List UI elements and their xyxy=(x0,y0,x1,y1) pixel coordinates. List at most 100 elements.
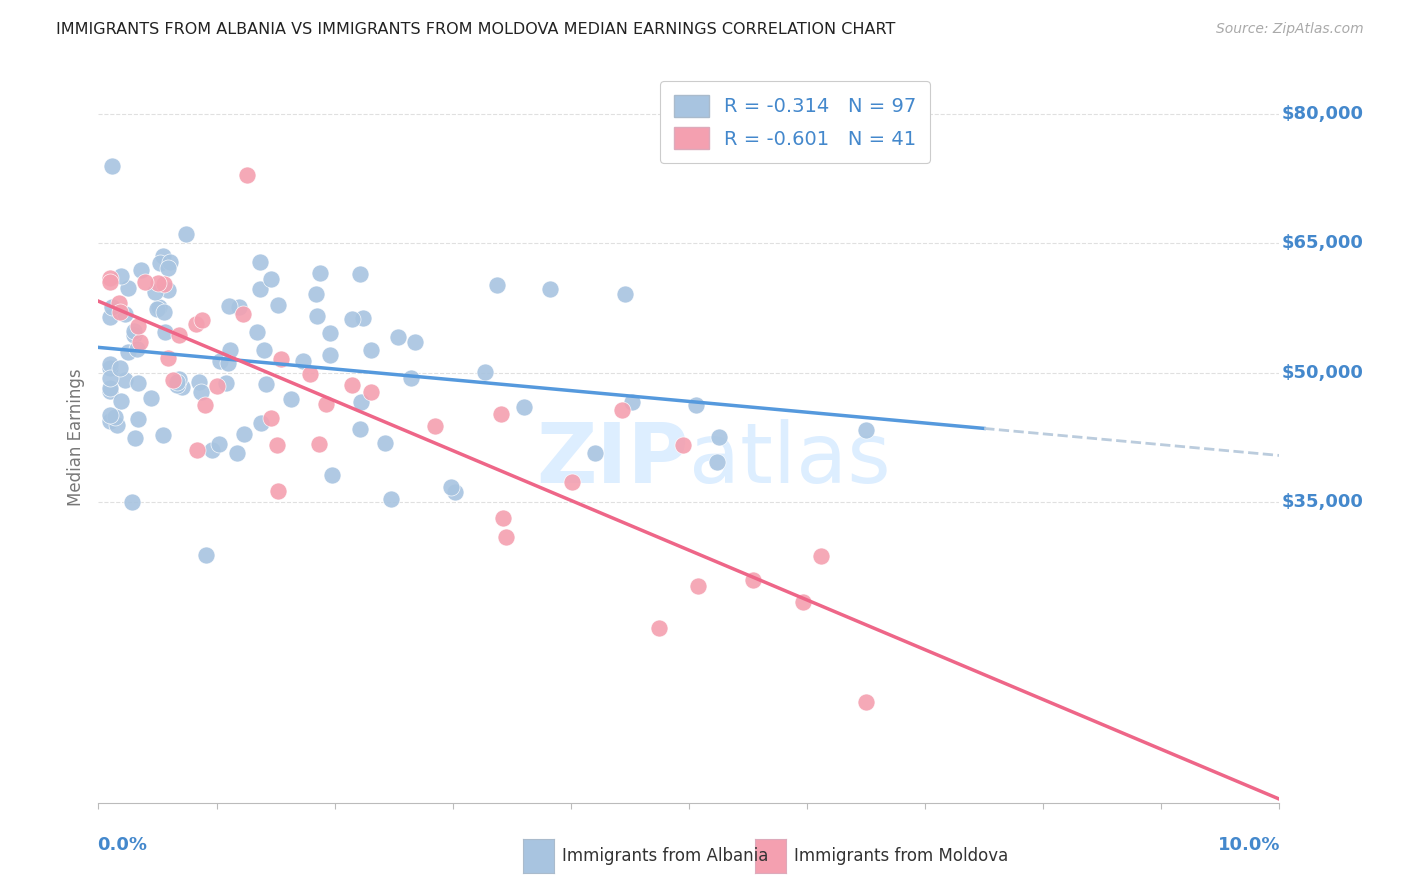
Point xyxy=(349,395,371,409)
Text: $35,000: $35,000 xyxy=(1282,492,1364,510)
Point xyxy=(647,621,669,635)
Point xyxy=(110,394,132,409)
Point xyxy=(233,426,256,441)
Point xyxy=(319,348,342,362)
Point xyxy=(305,286,328,301)
Point xyxy=(291,354,314,368)
Point xyxy=(98,357,121,371)
Point xyxy=(315,397,337,411)
Point xyxy=(208,437,231,451)
Point xyxy=(236,168,259,182)
Point xyxy=(246,325,269,339)
Point xyxy=(610,403,633,417)
Point xyxy=(614,287,637,301)
Point xyxy=(157,351,180,365)
Point xyxy=(105,418,128,433)
Point xyxy=(404,334,426,349)
Point xyxy=(124,431,146,445)
Point xyxy=(810,549,832,564)
Point xyxy=(387,329,409,343)
Legend: R = -0.314   N = 97, R = -0.601   N = 41: R = -0.314 N = 97, R = -0.601 N = 41 xyxy=(661,81,931,163)
Point xyxy=(219,343,242,357)
Point xyxy=(152,428,174,442)
Point xyxy=(217,356,239,370)
Point xyxy=(688,579,710,593)
Point xyxy=(187,376,209,390)
Text: atlas: atlas xyxy=(689,418,890,500)
Point xyxy=(114,307,136,321)
Point xyxy=(672,437,695,451)
Point xyxy=(121,495,143,509)
Point xyxy=(215,376,238,391)
Point xyxy=(134,275,156,289)
Point xyxy=(170,380,193,394)
Text: Immigrants from Albania: Immigrants from Albania xyxy=(562,847,769,865)
Point xyxy=(186,442,208,457)
Point xyxy=(169,327,191,342)
Point xyxy=(162,373,184,387)
Point xyxy=(110,361,132,376)
Point xyxy=(207,379,229,393)
Point xyxy=(110,269,132,284)
Point xyxy=(620,395,643,409)
Point xyxy=(380,491,402,506)
Point xyxy=(184,317,207,331)
Point xyxy=(98,409,121,423)
Point xyxy=(146,301,169,316)
Point xyxy=(174,227,197,241)
Text: Immigrants from Moldova: Immigrants from Moldova xyxy=(794,847,1008,865)
Text: 10.0%: 10.0% xyxy=(1218,836,1281,854)
Point xyxy=(360,343,382,357)
Point xyxy=(226,445,249,459)
Point xyxy=(166,377,188,392)
Point xyxy=(267,484,290,499)
Text: $80,000: $80,000 xyxy=(1282,105,1364,123)
Point xyxy=(232,307,254,321)
Point xyxy=(266,438,288,452)
Point xyxy=(108,295,131,310)
Point xyxy=(159,255,181,269)
Point xyxy=(98,414,121,428)
Point xyxy=(201,442,224,457)
Point xyxy=(127,319,149,334)
Point xyxy=(443,484,465,499)
Point xyxy=(98,371,121,385)
Point xyxy=(474,365,496,379)
Point xyxy=(249,255,271,269)
Point xyxy=(250,416,273,430)
Text: $50,000: $50,000 xyxy=(1282,364,1364,382)
Point xyxy=(191,313,214,327)
Point xyxy=(218,299,240,313)
Point xyxy=(706,455,728,469)
Point xyxy=(486,277,509,292)
Point xyxy=(254,377,277,392)
Point xyxy=(157,261,180,276)
Point xyxy=(98,360,121,375)
Text: ZIP: ZIP xyxy=(537,418,689,500)
Point xyxy=(190,384,212,399)
Point xyxy=(101,160,124,174)
Point xyxy=(308,267,330,281)
Point xyxy=(349,422,371,436)
Point xyxy=(538,282,561,296)
Point xyxy=(194,398,217,412)
Point xyxy=(741,573,763,587)
Point xyxy=(253,343,276,357)
Point xyxy=(124,324,146,338)
Point xyxy=(122,328,145,343)
Point xyxy=(260,410,283,425)
Point xyxy=(141,391,163,405)
Point xyxy=(98,384,121,399)
Point xyxy=(267,298,290,312)
Point xyxy=(260,272,283,286)
Point xyxy=(561,475,583,490)
Point xyxy=(128,334,150,349)
Point xyxy=(117,280,139,294)
Point xyxy=(583,446,606,460)
Point xyxy=(340,312,363,326)
Point xyxy=(114,373,136,387)
Point xyxy=(440,480,463,494)
Point xyxy=(108,304,131,318)
Text: IMMIGRANTS FROM ALBANIA VS IMMIGRANTS FROM MOLDOVA MEDIAN EARNINGS CORRELATION C: IMMIGRANTS FROM ALBANIA VS IMMIGRANTS FR… xyxy=(56,22,896,37)
Point xyxy=(195,548,218,562)
